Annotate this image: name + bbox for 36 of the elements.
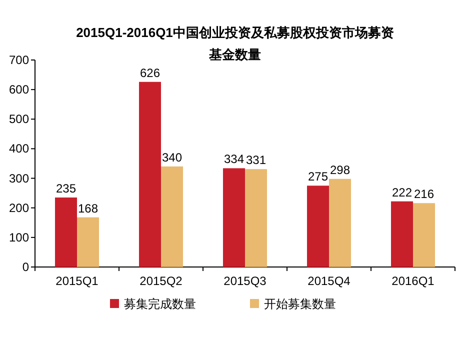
bar [413, 203, 435, 267]
y-tick-label: 600 [8, 82, 30, 97]
bar [139, 82, 161, 267]
data-label: 334 [224, 152, 244, 166]
x-tick-label: 2015Q4 [308, 274, 351, 288]
chart-title: 2015Q1-2016Q1中国创业投资及私募股权投资市场募资基金数量 [75, 24, 395, 64]
bar [391, 201, 413, 267]
x-tick-label: 2016Q1 [392, 274, 435, 288]
y-tick-label: 100 [8, 230, 30, 244]
data-label: 222 [392, 185, 412, 200]
bar [77, 217, 99, 267]
bar [329, 178, 351, 267]
bar [223, 168, 245, 267]
data-label: 235 [56, 182, 76, 196]
bar [245, 169, 267, 267]
y-tick-label: 300 [8, 171, 30, 186]
bar [55, 198, 77, 267]
data-label: 331 [246, 153, 266, 168]
data-label: 275 [308, 170, 328, 184]
bar [161, 166, 183, 267]
legend-label: 开始募集数量 [264, 297, 336, 311]
x-tick-label: 2015Q2 [140, 274, 183, 288]
data-label: 216 [414, 187, 434, 202]
data-label: 626 [140, 66, 160, 80]
y-tick-label: 700 [8, 53, 30, 67]
y-tick-label: 200 [8, 200, 30, 215]
data-label: 168 [78, 201, 98, 216]
legend-label: 募集完成数量 [124, 297, 196, 311]
y-tick-label: 0 [22, 260, 30, 274]
data-label: 298 [330, 162, 350, 177]
x-tick-label: 2015Q3 [224, 274, 267, 288]
y-tick-label: 400 [8, 142, 30, 156]
x-tick-label: 2015Q1 [56, 274, 99, 288]
bar [307, 186, 329, 267]
data-label: 340 [162, 150, 182, 164]
y-tick-label: 500 [8, 112, 30, 126]
